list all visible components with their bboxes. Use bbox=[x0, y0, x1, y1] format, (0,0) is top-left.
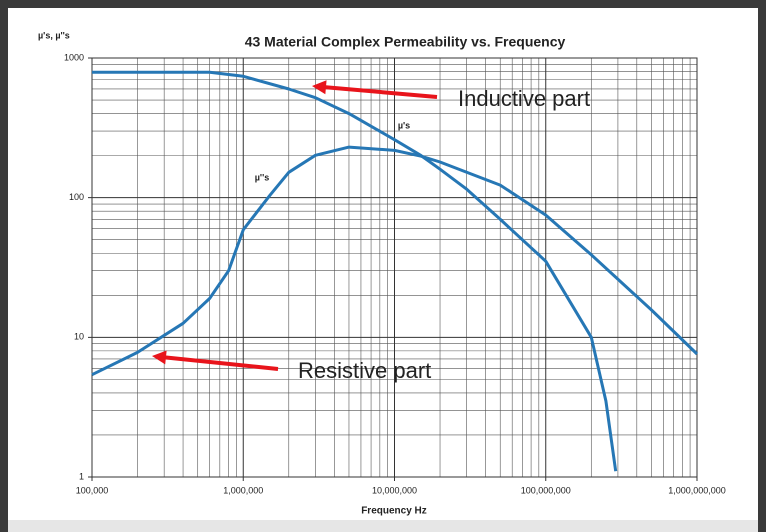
arrow-head bbox=[152, 350, 167, 365]
y-axis-label: µ's, µ''s bbox=[38, 30, 70, 40]
series-line bbox=[92, 70, 618, 472]
plot-border bbox=[91, 57, 698, 478]
y-tick-label: 1 bbox=[79, 471, 84, 481]
background bbox=[8, 8, 758, 532]
annotation: Resistive part bbox=[298, 358, 431, 383]
x-tick-label: 1,000,000,000 bbox=[668, 485, 726, 495]
series-label: µ's bbox=[398, 120, 410, 130]
y-tick-label: 10 bbox=[74, 332, 84, 342]
annotation-arrow bbox=[159, 354, 279, 371]
chart-title: 43 Material Complex Permeability vs. Fre… bbox=[245, 34, 566, 50]
x-tick-label: 100,000,000 bbox=[521, 485, 571, 495]
x-axis-label: Frequency Hz bbox=[361, 506, 427, 517]
arrow-head bbox=[312, 80, 327, 95]
y-tick-label: 1000 bbox=[64, 52, 84, 62]
x-tick-label: 100,000 bbox=[76, 485, 109, 495]
x-tick-label: 10,000,000 bbox=[372, 485, 417, 495]
annotation: Inductive part bbox=[458, 86, 590, 111]
series-line bbox=[91, 145, 699, 377]
annotation-arrow bbox=[319, 84, 438, 99]
y-tick-label: 100 bbox=[69, 192, 84, 202]
x-tick-label: 1,000,000 bbox=[223, 485, 263, 495]
bottom-strip bbox=[8, 520, 758, 532]
series-label: µ''s bbox=[255, 172, 269, 182]
